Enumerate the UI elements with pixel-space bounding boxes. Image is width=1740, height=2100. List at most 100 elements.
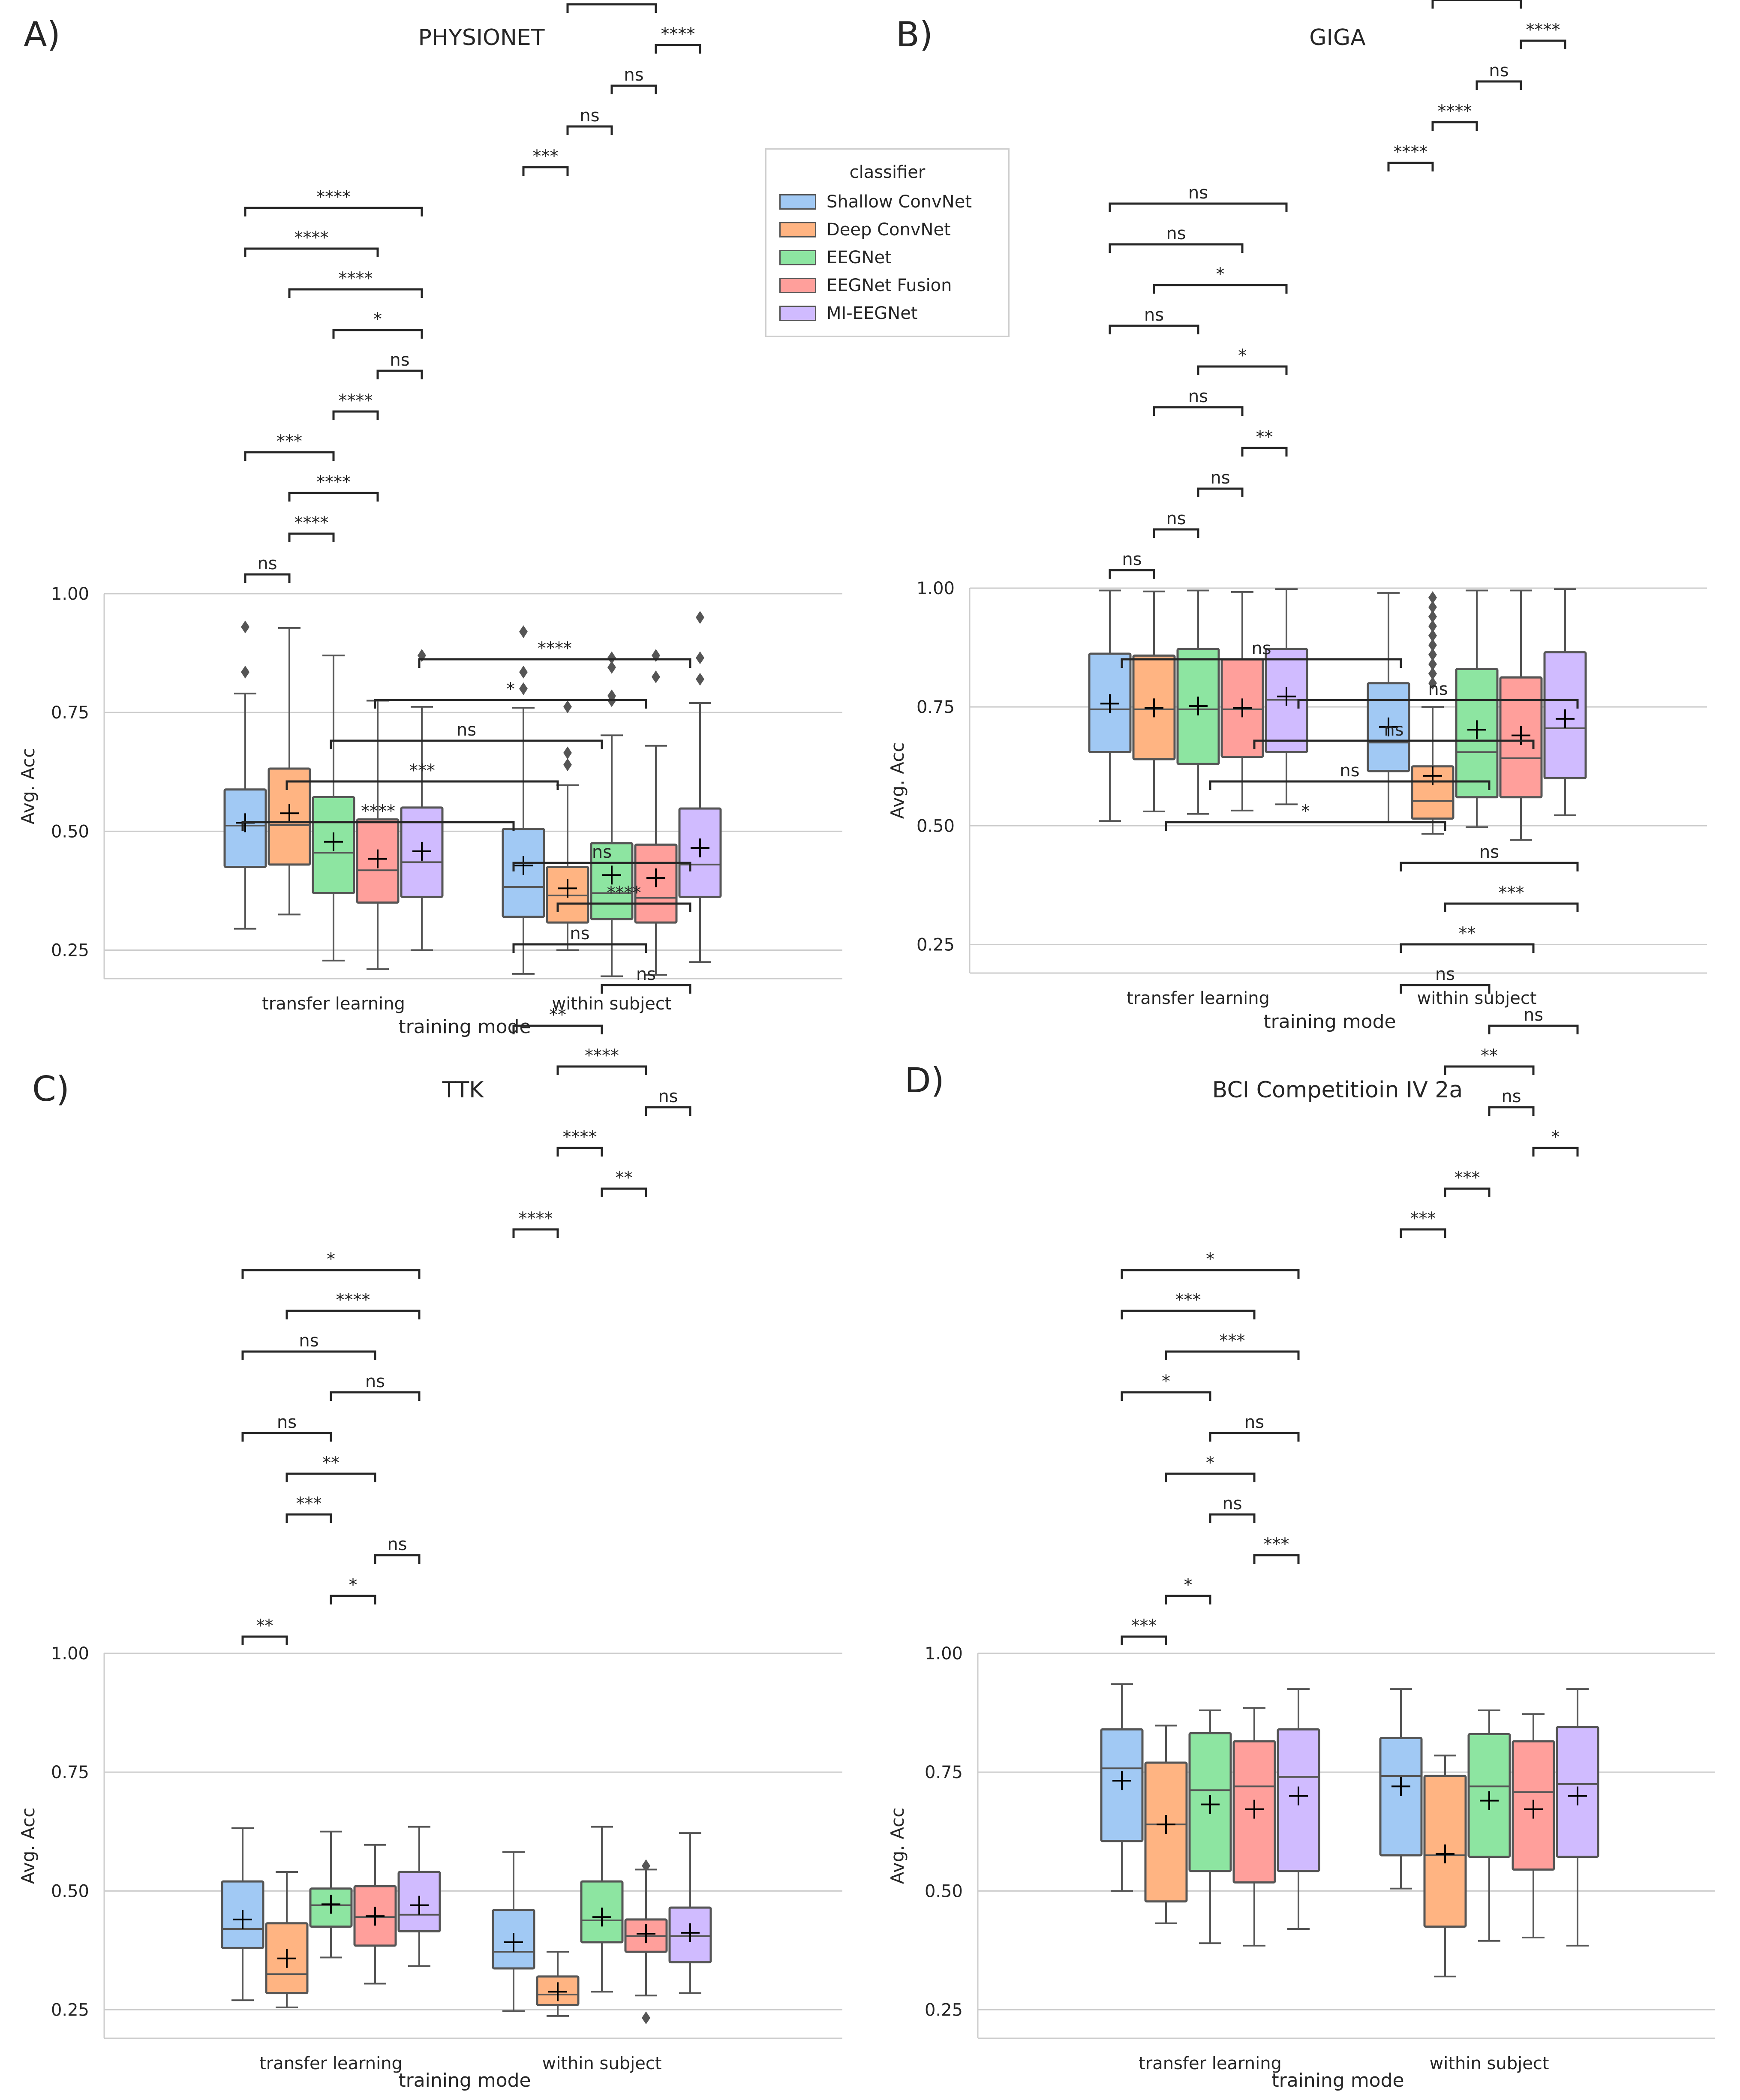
bracket-line (374, 1554, 421, 1564)
significance-bracket: ns (1476, 61, 1522, 90)
significance-label: ns (1428, 679, 1448, 699)
bracket-line (241, 1269, 421, 1279)
mean-marker (277, 1949, 296, 1968)
bracket-line (1400, 984, 1491, 994)
box-0-0 (221, 1827, 264, 2001)
panel-label: D) (905, 1061, 944, 1100)
bracket-line (601, 1187, 647, 1197)
significance-label: *** (1264, 1535, 1289, 1554)
significance-label: *** (1410, 1209, 1436, 1229)
box-1-3 (624, 1859, 668, 2025)
bracket-line (512, 943, 647, 953)
bracket-line (1444, 1187, 1491, 1197)
outlier-marker (563, 758, 572, 772)
box-0-1 (267, 627, 311, 916)
significance-bracket: * (1153, 264, 1288, 294)
significance-bracket: **** (288, 269, 423, 298)
significance-bracket: ** (512, 1005, 603, 1034)
y-tick-label: 0.50 (925, 1881, 963, 1901)
significance-label: ns (1188, 387, 1208, 406)
bracket-line (512, 1024, 603, 1034)
significance-label: *** (1175, 1290, 1201, 1310)
significance-bracket: * (374, 679, 647, 709)
significance-bracket: **** (556, 883, 691, 912)
significance-label: *** (1455, 1168, 1480, 1188)
legend-swatch (779, 194, 816, 210)
bracket-line (1121, 658, 1402, 668)
box-1-0 (1379, 1688, 1423, 1890)
legend-label: EEGNet Fusion (826, 276, 952, 295)
significance-bracket: ns (1488, 1005, 1579, 1034)
mean-marker (1157, 1815, 1175, 1834)
bracket-line (1165, 1472, 1256, 1482)
box-1-4 (678, 611, 722, 963)
box-1-0 (1367, 592, 1410, 823)
significance-bracket: *** (1444, 883, 1579, 912)
y-tick-label: 0.75 (917, 697, 955, 717)
significance-bracket: **** (1431, 0, 1522, 9)
mean-marker (691, 838, 709, 858)
x-tick-label: within subject (542, 2054, 661, 2073)
box-0-3 (1232, 1707, 1276, 1947)
bracket-line (1488, 1024, 1579, 1034)
outlier-marker (519, 665, 528, 679)
significance-bracket: * (1165, 1453, 1256, 1482)
box-body (1379, 1736, 1423, 1857)
outlier-marker (1428, 639, 1437, 652)
mean-marker (637, 1924, 655, 1944)
box-1-4 (1556, 1688, 1599, 1947)
mean-marker (324, 832, 343, 851)
significance-bracket: ns (610, 65, 657, 94)
significance-label: ns (624, 65, 643, 85)
panel-label: A) (24, 15, 60, 54)
panel-2: C) TTK 0.25 0.50 0.75 1.00 transfer learning wi… (18, 639, 842, 2091)
bracket-line (1109, 243, 1244, 253)
significance-label: ns (1166, 224, 1186, 243)
box-0-4 (1277, 1688, 1320, 1930)
bracket-line (655, 44, 701, 54)
significance-bracket: ns (1253, 720, 1535, 749)
bracket-line (1121, 1310, 1256, 1319)
outlier-marker (241, 620, 249, 634)
bracket-line (1153, 528, 1199, 538)
significance-bracket: ns (566, 0, 657, 13)
box-1-2 (580, 1826, 624, 1993)
bracket-line (1209, 1432, 1300, 1442)
y-tick-label: 0.50 (51, 1881, 89, 1901)
panel-3: D) BCI Competitioin IV 2a 0.25 0.50 0.75 1.00… (887, 639, 1715, 2091)
x-tick-label: within subject (1429, 2054, 1549, 2073)
bracket-line (1400, 1228, 1446, 1238)
outlier-marker (563, 746, 572, 760)
significance-bracket: *** (1400, 1209, 1446, 1238)
significance-bracket: ** (1241, 427, 1288, 457)
significance-bracket: ns (1109, 550, 1155, 579)
y-tick-label: 1.00 (51, 1644, 89, 1664)
significance-label: ns (457, 720, 476, 740)
mean-marker (410, 1896, 429, 1915)
significance-bracket: ns (1109, 305, 1199, 334)
mean-marker (602, 865, 621, 885)
outlier-marker (1428, 667, 1437, 680)
outlier-marker (696, 651, 704, 664)
mean-marker (1277, 687, 1296, 706)
box-0-0 (223, 620, 267, 930)
significance-bracket: * (1165, 802, 1446, 831)
significance-label: *** (276, 432, 302, 451)
significance-bracket: **** (655, 24, 701, 54)
significance-bracket: * (1121, 1372, 1211, 1401)
mean-marker (322, 1895, 340, 1914)
legend: classifier Shallow ConvNet Deep ConvNet … (765, 148, 1010, 337)
mean-marker (1289, 1786, 1308, 1806)
significance-bracket: ** (241, 1616, 288, 1645)
mean-marker (1245, 1800, 1264, 1819)
significance-label: **** (1394, 142, 1428, 162)
significance-bracket: ns (241, 1331, 376, 1360)
significance-bracket: ns (1297, 679, 1579, 709)
significance-label: **** (585, 1046, 619, 1066)
box-1-0 (502, 625, 545, 975)
box-body (1411, 765, 1455, 820)
bracket-line (330, 1595, 376, 1604)
significance-bracket: ns (1488, 1087, 1535, 1116)
mean-marker (1379, 717, 1398, 736)
